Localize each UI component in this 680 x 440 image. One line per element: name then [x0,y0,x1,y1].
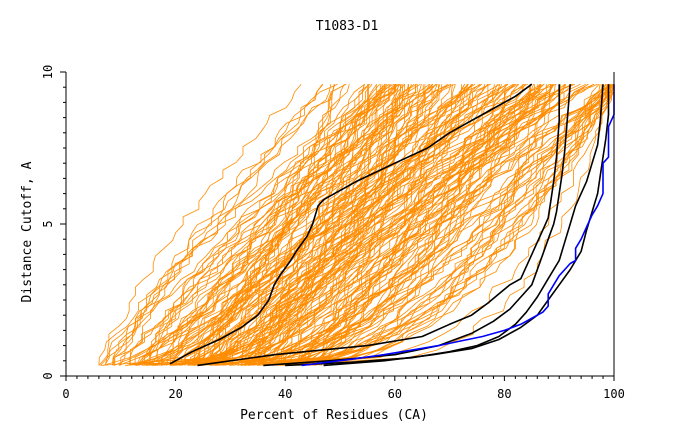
best-model-curve [301,84,615,367]
y-tick-label: 10 [41,65,55,79]
model-curve [149,83,395,366]
model-curve [261,84,465,366]
model-curve [262,83,574,366]
model-curve [210,84,456,366]
model-curve [241,83,555,366]
model-curve [308,84,552,366]
model-curve [149,83,378,366]
model-curve [307,83,615,366]
x-tick-label: 40 [278,387,292,401]
model-curve [276,83,607,366]
x-tick-label: 80 [497,387,511,401]
model-curve [198,84,426,366]
model-curve [299,84,615,366]
model-curve [324,83,613,366]
model-curve [151,84,417,366]
model-curve [120,83,452,366]
model-curve [305,84,531,366]
y-axis-label: Distance Cutoff, A [20,161,35,302]
best-model-layer [301,84,615,367]
model-curve [311,84,489,366]
model-curve [203,83,421,366]
model-curve [170,83,515,366]
model-curve [295,84,531,366]
model-curve [274,84,561,366]
model-curve [208,84,412,366]
model-curve [257,83,405,366]
model-curve [305,83,600,366]
model-curve [136,83,488,366]
model-curve [282,83,557,366]
model-curve [221,83,452,366]
model-curve [171,83,476,366]
model-curve [295,83,566,366]
model-curve [223,84,567,366]
model-curve [170,83,365,366]
model-curve [258,84,441,366]
model-curve [136,83,386,366]
model-curve [118,83,347,366]
model-curve [249,83,519,366]
model-curve [248,84,433,366]
x-tick-label: 60 [388,387,402,401]
model-curve [265,84,553,366]
model-curve [305,83,610,366]
model-curve [242,83,598,366]
model-curve [174,83,516,366]
model-curve [100,83,302,366]
model-curve [266,84,547,366]
model-curve [264,84,615,366]
model-curve [250,84,498,366]
x-axis-label: Percent of Residues (CA) [240,408,428,423]
model-curve [281,84,615,366]
model-curve [276,84,409,366]
model-curve [301,84,424,366]
axes: 0 20 40 60 80 100 0 5 10 [41,65,625,401]
model-curve [113,83,397,366]
model-curve [155,83,449,366]
highlight-curve-black-1 [169,83,533,365]
model-curve [237,83,574,366]
model-curve [193,84,401,366]
model-curve [134,84,345,366]
x-tick-label: 100 [603,387,625,401]
y-tick-label: 0 [41,372,55,379]
model-curve [136,84,422,366]
model-curve [214,84,503,366]
model-curve [224,84,469,366]
x-tick-label: 20 [168,387,182,401]
model-curve [320,84,609,366]
model-curve [136,83,388,366]
model-curve [113,83,323,366]
model-curve [184,83,519,366]
model-curve [300,83,615,366]
highlight-curve-black-2 [197,84,561,367]
model-curve [153,83,474,366]
model-curve [211,84,534,366]
model-curve [289,84,612,366]
model-curve [217,83,455,366]
model-curve [311,84,539,366]
model-curve [191,83,550,366]
model-curve [222,84,526,366]
y-tick-label: 5 [41,220,55,227]
model-curve [194,83,544,366]
highlight-curve-black-5 [323,84,610,367]
model-curve [247,84,439,366]
model-curve [283,84,610,366]
model-curve [104,84,332,366]
x-tick-label: 0 [62,387,69,401]
model-curve [129,83,324,366]
model-curve [220,84,370,366]
model-curve [274,83,615,366]
model-curve [149,83,431,366]
model-curve [124,84,462,366]
model-curve [154,84,472,366]
chart-title: T1083-D1 [316,19,379,34]
model-curve [200,83,469,366]
